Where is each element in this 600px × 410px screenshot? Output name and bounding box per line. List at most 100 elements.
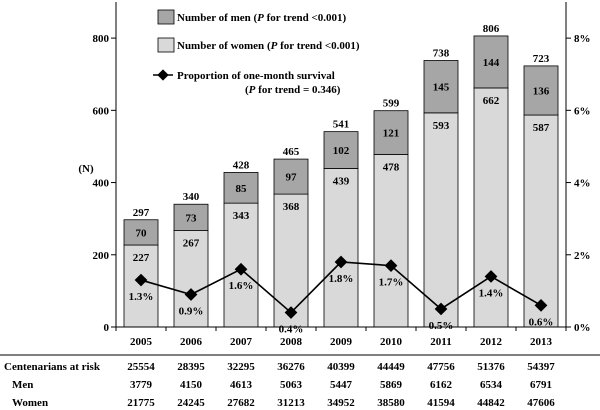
bar-men	[323, 131, 359, 169]
x-tick-label: 2005	[130, 336, 153, 348]
table-cell: 5869	[380, 379, 403, 391]
survival-label: 1.8%	[329, 273, 354, 285]
y2-tick-label: 4%	[574, 178, 591, 190]
bar-women-value: 662	[483, 95, 500, 107]
bar-women-value: 227	[133, 252, 150, 264]
bar-men-value: 85	[236, 183, 248, 195]
table-cell: 3779	[130, 379, 153, 391]
legend-men-label: Number of men (P for trend <0.001)	[177, 12, 346, 24]
survival-label: 1.7%	[379, 277, 404, 289]
bar-men-value: 102	[333, 145, 350, 157]
bar-men-value: 73	[186, 212, 198, 224]
bar-total-value: 738	[433, 48, 450, 60]
bar-total-value: 599	[383, 98, 400, 110]
bar-men	[223, 172, 259, 204]
table-row-label: Women	[12, 397, 48, 409]
x-tick-label: 2007	[230, 336, 253, 348]
table-cell: 28395	[177, 361, 205, 373]
table-cell: 6791	[530, 379, 552, 391]
legend-men-swatch	[157, 9, 175, 25]
bar-men-value: 70	[136, 227, 148, 239]
table-cell: 4150	[180, 379, 203, 391]
y2-tick-label: 6%	[574, 105, 591, 117]
bar-women-value: 587	[533, 122, 550, 134]
y-tick-label: 600	[93, 105, 110, 117]
table-cell: 24245	[177, 397, 205, 409]
x-tick-label: 2009	[330, 336, 353, 348]
bar-women	[473, 87, 509, 328]
table-cell: 47756	[427, 361, 455, 373]
bar-total-value: 806	[483, 23, 500, 35]
legend: Number of men (P for trend <0.001) Numbe…	[153, 9, 360, 96]
survival-label: 1.3%	[129, 291, 154, 303]
survival-label: 0.9%	[179, 306, 204, 318]
bar-men	[473, 35, 509, 89]
survival-point	[134, 273, 148, 287]
table-cell: 32295	[227, 361, 255, 373]
survival-label: 0.4%	[279, 324, 304, 336]
bar-total-value: 723	[533, 53, 550, 65]
bar-men	[173, 203, 209, 231]
bar-women-value: 343	[233, 210, 250, 222]
x-tick-label: 2010	[380, 336, 403, 348]
survival-point	[284, 306, 298, 319]
legend-women-label: Number of women (P for trend <0.001)	[177, 40, 360, 52]
y2-tick-label: 8%	[574, 33, 591, 45]
bar-women	[323, 168, 359, 328]
bar-total-value: 340	[183, 191, 200, 203]
legend-women-swatch	[157, 37, 175, 53]
x-tick-label: 2006	[180, 336, 203, 348]
bar-men	[273, 158, 309, 195]
table-cell: 5447	[330, 379, 353, 391]
table-cell: 54397	[527, 361, 555, 373]
table-cell: 6534	[480, 379, 503, 391]
table-cell: 21775	[127, 397, 155, 409]
legend-survival-marker	[157, 69, 169, 81]
table-cell: 51376	[477, 361, 505, 373]
table-row-label: Centenarians at risk	[4, 361, 101, 373]
table-cell: 40399	[327, 361, 355, 373]
survival-point	[234, 262, 248, 276]
bar-men	[373, 110, 409, 155]
y2-tick-label: 0%	[574, 322, 591, 334]
y-tick-label: 400	[93, 178, 110, 190]
y-tick-label: 0	[104, 322, 110, 334]
bar-men-value: 144	[483, 57, 500, 69]
bar-women	[523, 114, 559, 328]
x-tick-label: 2011	[430, 336, 451, 348]
bar-women-value: 439	[333, 175, 350, 187]
table-cell: 31213	[277, 397, 305, 409]
table-cell: 44449	[377, 361, 405, 373]
bar-women-value: 267	[183, 238, 200, 250]
bar-total-value: 428	[233, 159, 250, 171]
survival-point	[484, 270, 498, 283]
bar-women-value: 593	[433, 120, 450, 132]
bar-total-value: 541	[333, 119, 350, 131]
table-cell: 36276	[277, 361, 305, 373]
x-tick-label: 2013	[530, 336, 553, 348]
y-axis-title: (N)	[78, 163, 94, 175]
y2-tick-label: 2%	[574, 250, 591, 262]
survival-point	[334, 255, 348, 269]
table-cell: 27682	[227, 397, 255, 409]
x-tick-label: 2008	[280, 336, 303, 348]
survival-label: 1.4%	[479, 287, 504, 299]
table-row-label: Men	[12, 379, 33, 391]
bar-men	[423, 60, 459, 114]
table-cell: 4613	[230, 379, 253, 391]
bar-men	[123, 219, 159, 246]
bar-men-value: 145	[433, 82, 450, 94]
table-cell: 5063	[280, 379, 303, 391]
survival-label: 1.6%	[229, 280, 254, 292]
bar-women	[373, 153, 409, 328]
table-cell: 41594	[427, 397, 455, 409]
table-cell: 34952	[327, 397, 355, 409]
legend-survival-ptrend: (P for trend = 0.346)	[245, 84, 341, 96]
table-cell: 38580	[377, 397, 405, 409]
table-cell: 6162	[430, 379, 453, 391]
legend-survival-label: Proportion of one-month survival	[177, 70, 335, 82]
survival-point	[184, 288, 198, 301]
survival-point	[434, 302, 448, 316]
survival-label: 0.6%	[529, 316, 554, 328]
bar-women-value: 368	[283, 201, 300, 213]
